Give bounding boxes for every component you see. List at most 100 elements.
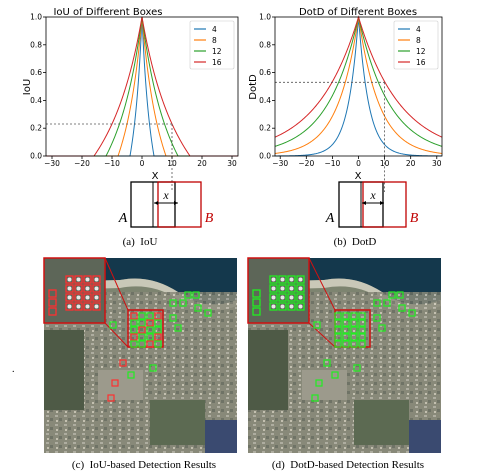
detection-box bbox=[174, 324, 182, 332]
inset-detection-box bbox=[92, 284, 101, 293]
inset-tank bbox=[85, 277, 90, 282]
inset-detection-box bbox=[48, 298, 57, 307]
dotd-detection-image bbox=[247, 257, 441, 453]
detection-box bbox=[358, 319, 366, 327]
detection-box bbox=[334, 340, 342, 348]
inset-detection-box bbox=[83, 284, 92, 293]
detection-box bbox=[342, 319, 350, 327]
dotd-chart: DotD of Different Boxes −30 −20 −10 0 10 20 30… bbox=[248, 7, 443, 192]
inset-tank bbox=[76, 286, 81, 291]
inset-tank bbox=[94, 304, 99, 309]
inset-detection-box bbox=[278, 293, 287, 302]
iou-chart-xlabel: X bbox=[152, 171, 159, 182]
inset-tank bbox=[94, 286, 99, 291]
detection-box bbox=[146, 340, 154, 348]
detection-box bbox=[350, 319, 358, 327]
legend-label-12: 12 bbox=[416, 47, 426, 56]
inset-detection-box bbox=[92, 302, 101, 311]
x-tick-label: −20 bbox=[74, 159, 90, 168]
inset-detection-box bbox=[92, 275, 101, 284]
inset-tank bbox=[289, 277, 294, 282]
inset-tank bbox=[271, 304, 276, 309]
detection-box bbox=[373, 314, 381, 322]
y-tick-label: 0.0 bbox=[259, 152, 271, 161]
detection-box bbox=[408, 309, 416, 317]
box-a-label: A bbox=[118, 211, 128, 226]
inset-tank bbox=[67, 277, 72, 282]
detection-box bbox=[373, 299, 381, 307]
inset-tank bbox=[298, 277, 303, 282]
iou-box-illustration: x A B bbox=[118, 181, 214, 228]
detection-box bbox=[111, 379, 119, 387]
y-tick-label: 0.6 bbox=[259, 68, 271, 77]
caption-d: (d) DotD-based Detection Results bbox=[272, 459, 424, 471]
detection-box bbox=[130, 333, 138, 341]
detection-box bbox=[194, 304, 202, 312]
inset-tank bbox=[271, 286, 276, 291]
detection-box bbox=[154, 312, 162, 320]
detection-box bbox=[138, 312, 146, 320]
inset-detection-box bbox=[48, 289, 57, 298]
detection-box bbox=[315, 379, 323, 387]
detection-box bbox=[388, 291, 396, 299]
x-tick-label: −20 bbox=[298, 159, 314, 168]
inset-detection-box bbox=[287, 293, 296, 302]
inset-detection-box bbox=[278, 302, 287, 311]
inset-detection-box bbox=[74, 302, 83, 311]
inset-tank bbox=[280, 304, 285, 309]
dotd-chart-title: DotD of Different Boxes bbox=[299, 7, 417, 18]
box-b-label: B bbox=[205, 211, 214, 226]
iou-detection-image bbox=[43, 257, 237, 453]
detection-box bbox=[334, 333, 342, 341]
dotd-chart-xlabel: X bbox=[355, 171, 362, 182]
inset-detection-box bbox=[296, 284, 305, 293]
detection-box bbox=[154, 340, 162, 348]
caption-b: (b) DotD bbox=[334, 236, 377, 248]
legend-label-4: 4 bbox=[416, 25, 421, 34]
detection-box bbox=[323, 359, 331, 367]
offset-arrow-left-head bbox=[154, 201, 158, 205]
detection-box bbox=[154, 326, 162, 334]
iou-chart: IoU of Different Boxes −30 −20 −10 0 10 20 30 0… bbox=[22, 7, 239, 192]
inset-detection-box bbox=[48, 307, 57, 316]
detection-box bbox=[184, 291, 192, 299]
detection-box bbox=[146, 319, 154, 327]
inset-detection-box bbox=[252, 298, 261, 307]
x-tick-label: 10 bbox=[167, 159, 177, 168]
detection-box bbox=[138, 333, 146, 341]
inset-detection-box bbox=[269, 275, 278, 284]
offset-label: x bbox=[369, 188, 376, 202]
x-tick-label: 20 bbox=[197, 159, 207, 168]
offset-arrow-right-head bbox=[174, 201, 178, 205]
iou-chart-title: IoU of Different Boxes bbox=[53, 7, 162, 18]
detection-box bbox=[109, 321, 117, 329]
inset-detection-box bbox=[252, 307, 261, 316]
detection-box bbox=[146, 312, 154, 320]
detection-box bbox=[342, 312, 350, 320]
x-tick-label: 10 bbox=[380, 159, 390, 168]
inset-tank bbox=[76, 304, 81, 309]
caption-a: (a) IoU bbox=[123, 236, 158, 248]
inset-detection-box bbox=[278, 275, 287, 284]
detection-box bbox=[378, 324, 386, 332]
x-tick-label: 30 bbox=[432, 159, 442, 168]
inset-detection-box bbox=[269, 293, 278, 302]
inset-tank bbox=[289, 295, 294, 300]
legend-box bbox=[189, 20, 235, 70]
inset-tank bbox=[76, 295, 81, 300]
box-b bbox=[362, 181, 407, 228]
inset-detection-box bbox=[65, 275, 74, 284]
detection-box bbox=[358, 333, 366, 341]
inset-tank bbox=[298, 304, 303, 309]
inset-detection-box bbox=[296, 293, 305, 302]
detection-box bbox=[396, 291, 404, 299]
detection-box bbox=[138, 340, 146, 348]
offset-arrow-right-head bbox=[380, 201, 384, 205]
inset-detection-box bbox=[287, 284, 296, 293]
inset-detection-box bbox=[92, 293, 101, 302]
y-tick-label: 0.6 bbox=[30, 68, 42, 77]
detection-box bbox=[331, 371, 339, 379]
y-tick-label: 0.8 bbox=[30, 40, 42, 49]
inset-detection-box bbox=[74, 293, 83, 302]
x-tick-label: −10 bbox=[104, 159, 120, 168]
